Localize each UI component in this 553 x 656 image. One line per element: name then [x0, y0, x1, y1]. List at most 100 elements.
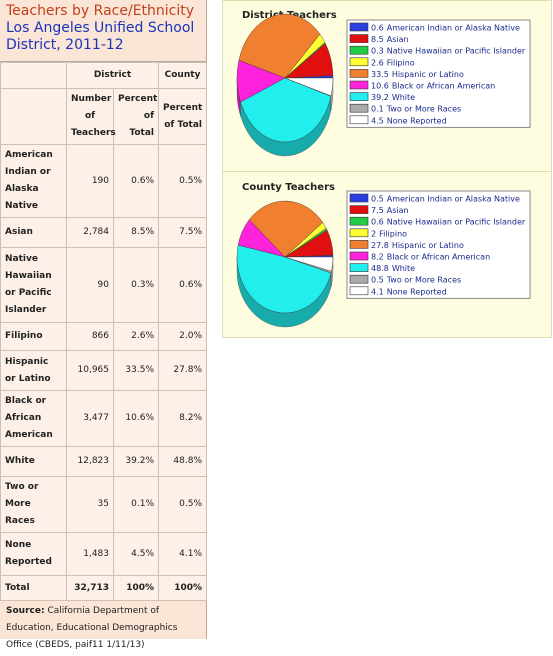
legend-swatch [350, 287, 368, 295]
row-label: Asian [1, 218, 67, 248]
table-cell: 10.6% [114, 391, 159, 447]
legend-label: Hispanic or Latino [392, 241, 464, 250]
legend-value: 33.5 [371, 70, 389, 79]
legend-swatch [350, 264, 368, 272]
legend-value: 0.3 [371, 47, 384, 56]
legend-swatch [350, 104, 368, 112]
legend-label: Black or African American [387, 253, 490, 262]
title: Teachers by Race/Ethnicity [6, 3, 200, 20]
page: {"title":"Teachers by Race/Ethnicity","s… [0, 0, 553, 639]
row-label: Native Hawaiian or Pacific Islander [1, 248, 67, 323]
legend-label: Hispanic or Latino [392, 70, 464, 79]
row-label: Two or More Races [1, 477, 67, 533]
table-cell: 2.6% [114, 323, 159, 351]
header: District [67, 63, 159, 89]
legend-swatch [350, 81, 368, 89]
legend-swatch [350, 194, 368, 202]
row-label: Black or African American [1, 391, 67, 447]
table-cell: 90 [67, 248, 114, 323]
legend-swatch [350, 275, 368, 283]
table-cell: 4.5% [114, 533, 159, 576]
legend-label: American Indian or Alaska Native [387, 195, 520, 204]
legend-label: White [392, 264, 415, 273]
legend-swatch [350, 23, 368, 31]
legend-label: None Reported [387, 287, 447, 296]
table-cell: 39.2% [114, 447, 159, 477]
legend-value: 4.1 [371, 287, 384, 296]
table-cell: 0.6% [114, 145, 159, 218]
legend-value: 7.5 [371, 206, 384, 215]
legend-value: 10.6 [371, 82, 389, 91]
legend-value: 8.2 [371, 253, 384, 262]
table-cell: 0.1% [114, 477, 159, 533]
chart-title: County Teachers [242, 182, 335, 193]
row-label: Filipino [1, 323, 67, 351]
legend-label: White [392, 93, 415, 102]
table-cell: 0.3% [114, 248, 159, 323]
row-label: Total [1, 576, 67, 601]
table-cell: 33.5% [114, 351, 159, 391]
table-cell: 12,823 [67, 447, 114, 477]
legend-swatch [350, 35, 368, 43]
table-cell: 100% [159, 576, 207, 601]
source-label: Source: [6, 606, 45, 616]
legend-label: Asian [387, 35, 409, 44]
table-cell: 3,477 [67, 391, 114, 447]
table-cell: 0.6% [159, 248, 207, 323]
table-cell: 190 [67, 145, 114, 218]
table-panel: Teachers by Race/Ethnicity Los Angeles U… [0, 0, 207, 639]
legend-value: 0.6 [371, 24, 384, 33]
table-cell: 10,965 [67, 351, 114, 391]
table-cell: 27.8% [159, 351, 207, 391]
table-cell: 32,713 [67, 576, 114, 601]
legend-label: Two or More Races [386, 105, 461, 114]
subtitle: Los Angeles Unified School District, 201… [6, 20, 200, 54]
legend-value: 27.8 [371, 241, 389, 250]
legend-swatch [350, 240, 368, 248]
legend-swatch [350, 229, 368, 237]
legend-swatch [350, 46, 368, 54]
legend-label: Black or African American [392, 82, 495, 91]
legend-label: Filipino [387, 58, 415, 67]
legend-value: 39.2 [371, 93, 389, 102]
legend-swatch [350, 93, 368, 101]
header: Percent of Total [114, 89, 159, 145]
legend-label: None Reported [387, 116, 447, 125]
header: Number of Teachers [67, 89, 114, 145]
legend-swatch [350, 58, 368, 66]
table-cell: 8.2% [159, 391, 207, 447]
row-label: Hispanic or Latino [1, 351, 67, 391]
table-cell: 2,784 [67, 218, 114, 248]
table-cell: 7.5% [159, 218, 207, 248]
table-cell: 35 [67, 477, 114, 533]
table-cell: 1,483 [67, 533, 114, 576]
table-cell: 0.5% [159, 145, 207, 218]
table-cell: 4.1% [159, 533, 207, 576]
header: County [159, 63, 207, 89]
legend-value: 0.1 [371, 105, 384, 114]
legend-swatch [350, 69, 368, 77]
legend-value: 48.8 [371, 264, 389, 273]
legend-label: Two or More Races [386, 276, 461, 285]
legend-label: American Indian or Alaska Native [387, 24, 520, 33]
legend-label: Native Hawaiian or Pacific Islander [387, 47, 526, 56]
legend-swatch [350, 252, 368, 260]
legend-value: 2.6 [371, 58, 384, 67]
source: Source: California Department of Educati… [0, 601, 206, 656]
legend-value: 2 [371, 229, 376, 238]
legend-value: 0.5 [371, 276, 384, 285]
